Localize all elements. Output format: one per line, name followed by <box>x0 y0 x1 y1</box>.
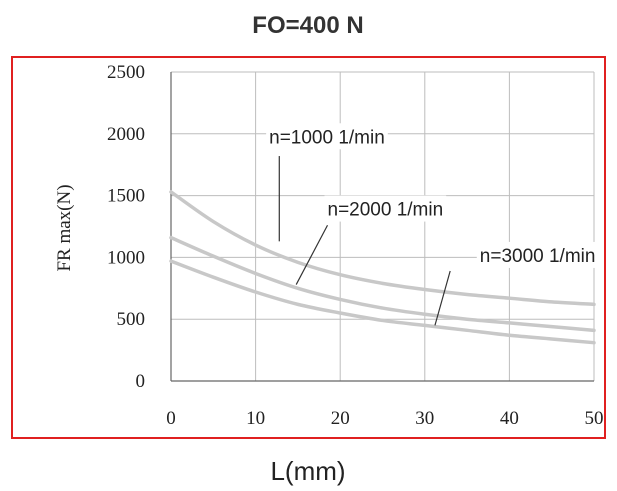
annotations: n=1000 1/min n=2000 1/min n=3000 1/min <box>266 123 599 326</box>
curves <box>169 190 596 345</box>
annotation-pointer-2 <box>295 224 329 285</box>
x-tick-label: 50 <box>585 408 604 429</box>
y-tick-label: 1000 <box>107 247 145 268</box>
x-axis-label: L(mm) <box>270 456 345 486</box>
axes <box>170 72 594 382</box>
annotation-label-2: n=2000 1/min <box>328 200 444 221</box>
x-tick-label: 0 <box>166 408 176 429</box>
annotation-pointer-3 <box>434 270 451 326</box>
annotation-box-3 <box>476 241 599 268</box>
y-axis-label: FR max(N) <box>54 184 75 271</box>
series-line-3 <box>169 259 596 345</box>
y-tick-label: 500 <box>117 309 146 330</box>
y-tick-label: 0 <box>136 371 146 392</box>
x-tick-label: 10 <box>246 408 265 429</box>
annotation-label-3: n=3000 1/min <box>480 246 596 267</box>
series-line-1 <box>169 190 596 307</box>
y-tick-label: 1500 <box>107 186 145 207</box>
x-tick-label: 20 <box>331 408 350 429</box>
tick-labels: 0 500 1000 1500 2000 2500 0 10 20 30 40 50 <box>107 62 604 429</box>
annotation-box-2 <box>324 195 447 222</box>
x-tick-label: 30 <box>415 408 434 429</box>
series-line-2 <box>169 235 596 333</box>
y-tick-label: 2000 <box>107 124 145 145</box>
annotation-box-1 <box>266 123 388 150</box>
chart-title: FO=400 N <box>252 12 363 39</box>
x-tick-label: 40 <box>500 408 519 429</box>
y-tick-label: 2500 <box>107 62 145 83</box>
grid <box>171 71 595 381</box>
chart-frame <box>11 56 606 439</box>
annotation-label-1: n=1000 1/min <box>269 127 385 148</box>
